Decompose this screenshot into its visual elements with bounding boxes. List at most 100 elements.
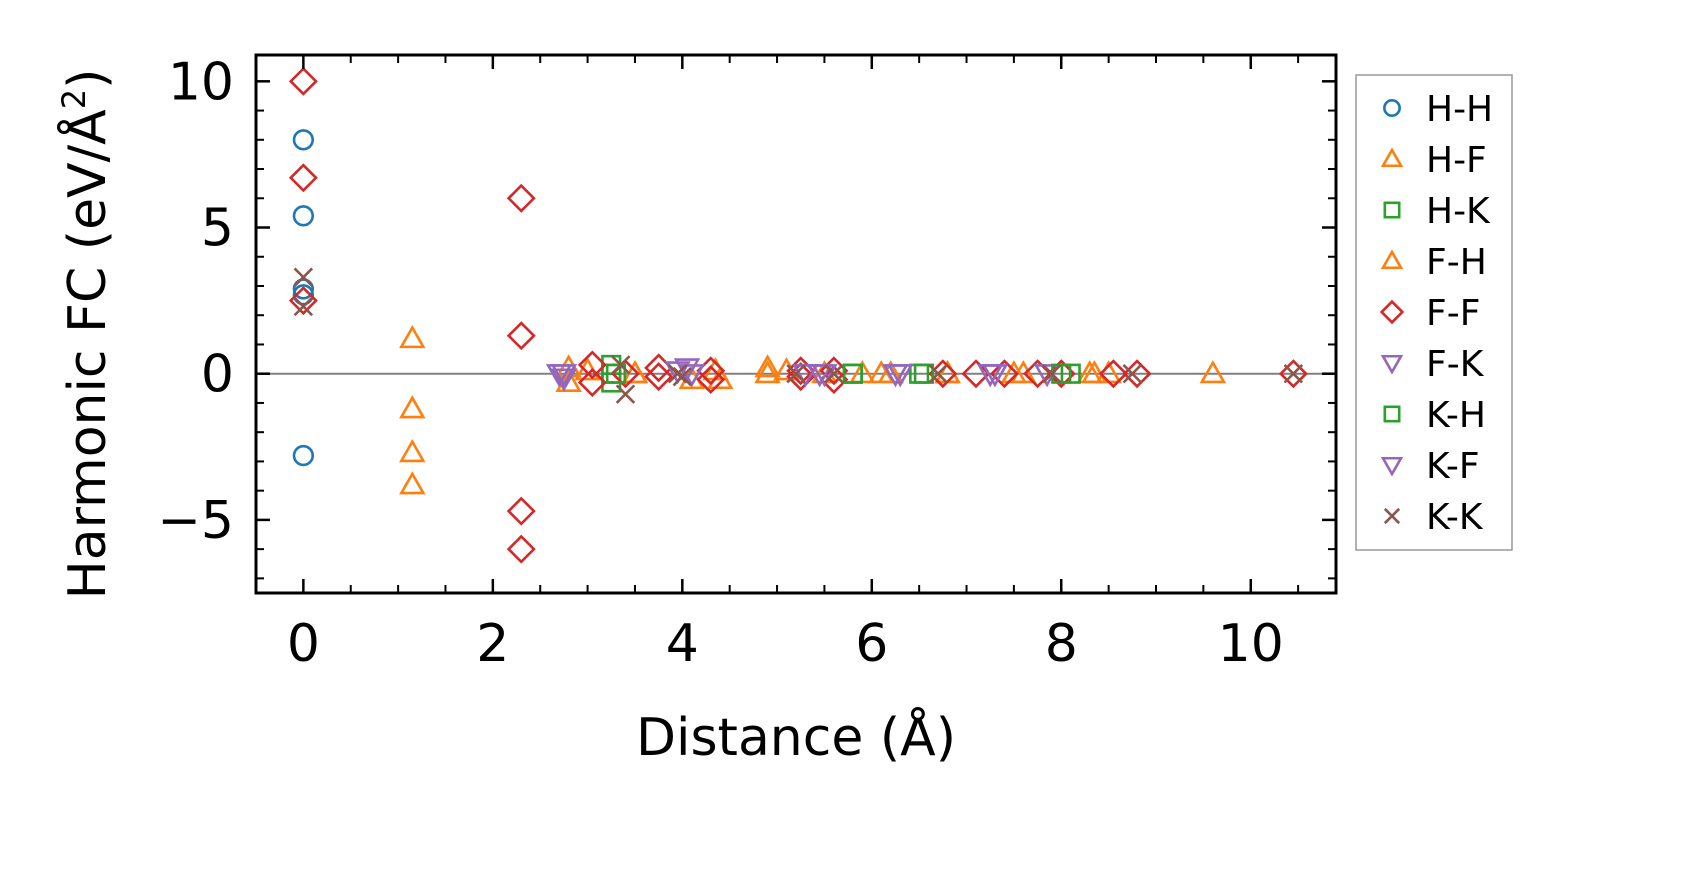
data-point-f-f [506, 183, 536, 213]
x-tick-label: 0 [287, 614, 320, 674]
data-point-f-f [989, 359, 1019, 389]
data-point-h-h [292, 278, 315, 300]
data-point-k-k [1122, 363, 1143, 384]
legend-marker [1383, 405, 1401, 423]
data-point-k-h [913, 363, 934, 384]
data-point-f-h [754, 354, 781, 378]
x-tick-label: 4 [666, 614, 699, 674]
data-point-k-f [811, 364, 838, 388]
legend-item: K-F [1380, 446, 1480, 487]
data-point-k-k [1042, 363, 1062, 384]
legend-item: F-K [1380, 344, 1485, 385]
data-point-f-f [577, 350, 607, 380]
series-h-h [292, 129, 315, 467]
x-axis-label: Distance (Å) [636, 706, 956, 768]
series-k-k [293, 267, 1304, 404]
legend-item: F-F [1379, 293, 1480, 334]
legend-marker [1379, 299, 1405, 325]
x-marker-stroke [293, 296, 314, 317]
data-point-f-h [877, 360, 904, 384]
data-point-h-f [399, 324, 426, 349]
data-point-f-f [644, 353, 674, 383]
data-point-k-k [611, 355, 631, 375]
data-point-k-f [981, 364, 1009, 388]
data-point-f-f [1278, 359, 1308, 389]
x-marker-stroke [786, 363, 806, 384]
data-point-h-f [399, 439, 426, 463]
x-marker-stroke [1383, 507, 1401, 525]
legend-item: K-K [1383, 497, 1484, 538]
data-point-k-k [293, 296, 314, 317]
data-point-f-f [288, 66, 318, 96]
legend-marker [1380, 354, 1404, 375]
data-point-h-h [292, 284, 315, 306]
data-point-k-k [824, 363, 844, 384]
legend-label: K-F [1426, 446, 1480, 487]
x-marker-stroke [1122, 363, 1143, 384]
legend-label: K-K [1426, 497, 1484, 538]
y-axis-label: Harmonic FC (eV/Å2) [55, 69, 118, 600]
data-point-f-f [961, 359, 991, 389]
y-tick-label: −5 [157, 491, 234, 551]
data-point-h-f [399, 395, 426, 419]
legend-marker [1380, 456, 1404, 477]
data-point-k-k [672, 366, 693, 387]
legend-marker [1380, 249, 1404, 270]
x-marker-stroke [672, 366, 693, 387]
data-point-f-f [288, 286, 318, 316]
x-marker-stroke [1042, 363, 1062, 384]
x-tick-label: 10 [1218, 614, 1284, 674]
x-marker-stroke [1283, 363, 1304, 384]
data-point-h-f [754, 360, 781, 384]
data-point-k-k [928, 363, 948, 384]
data-point-f-k [792, 364, 819, 388]
x-marker-stroke [293, 267, 314, 287]
x-tick-label: 2 [476, 614, 509, 674]
legend-label: F-H [1426, 242, 1487, 283]
x-marker-stroke [824, 363, 844, 384]
plot-area-frame [254, 53, 1338, 595]
data-point-f-f [506, 496, 536, 526]
data-point-k-f [886, 364, 914, 388]
data-point-k-k [786, 363, 806, 384]
y-axis-label-superscript: 2 [55, 89, 93, 109]
legend-item: K-H [1383, 395, 1486, 436]
legend-marker [1383, 201, 1401, 219]
axis-ticks-layer [255, 55, 1336, 593]
data-point-k-f [545, 364, 573, 388]
x-tick-label: 6 [855, 614, 888, 674]
legend-label: F-K [1426, 344, 1485, 385]
legend-item: H-F [1380, 140, 1487, 181]
legend-label: K-H [1426, 395, 1486, 436]
legend: H-H H-F H-K F-H F-F F-K K-H K-F K-K [1355, 74, 1513, 551]
y-axis-label-close: ) [58, 69, 118, 89]
legend-marker [1383, 507, 1401, 525]
data-point-f-f [696, 365, 726, 395]
data-point-h-h [292, 129, 315, 151]
data-point-k-h [842, 363, 863, 384]
legend-label: F-F [1426, 293, 1480, 334]
data-point-f-f [506, 321, 536, 351]
data-point-f-f [506, 534, 536, 564]
legend-label: H-K [1426, 191, 1491, 232]
data-point-k-k [293, 267, 314, 287]
series-h-f [399, 324, 1227, 495]
data-point-k-h [605, 363, 627, 384]
legend-label: H-F [1426, 140, 1487, 181]
data-point-h-h [292, 444, 315, 467]
tick-labels-layer: 0 2 4 6 8 10 10 5 0 −5 [157, 52, 1283, 674]
y-tick-label: 5 [201, 199, 234, 259]
series-k-f [545, 358, 1009, 388]
data-point-k-k [1283, 363, 1304, 384]
data-point-f-f [786, 362, 816, 392]
data-points-layer [288, 66, 1308, 564]
x-marker-stroke [928, 363, 948, 384]
series-f-f [288, 66, 1308, 564]
data-point-k-k [615, 384, 636, 404]
legend-item: H-H [1383, 89, 1493, 130]
x-tick-label: 8 [1045, 614, 1078, 674]
data-point-h-h [292, 205, 315, 227]
y-tick-label: 10 [168, 52, 234, 112]
data-point-f-f [577, 367, 607, 397]
